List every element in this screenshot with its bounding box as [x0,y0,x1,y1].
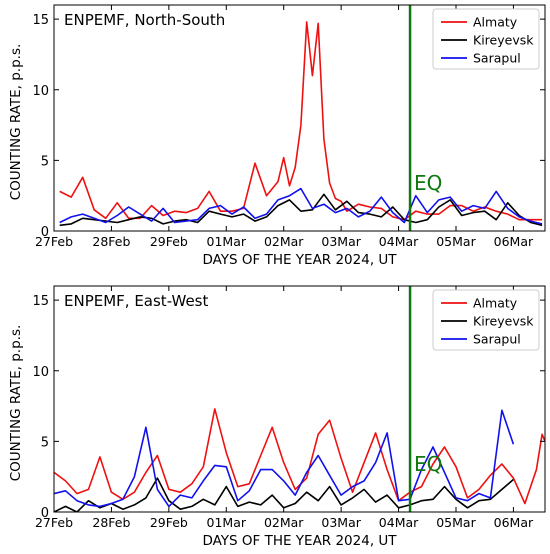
legend-label-kireyevsk: Kireyevsk [473,33,534,48]
x-tick-label: 05Mar [436,515,476,530]
eq-marker-label: EQ [414,171,442,195]
legend-box [432,8,540,70]
legend-label-sarapul: Sarapul [473,51,521,66]
x-tick-label: 27Feb [35,234,73,249]
x-tick-label: 03Mar [321,515,361,530]
x-tick-label: 28Feb [92,515,130,530]
series-line-almaty [59,21,543,221]
y-axis-label: COUNTING RATE, p.p.s. [8,44,24,201]
x-tick-label: 04Mar [379,234,419,249]
legend-label-kireyevsk: Kireyevsk [473,314,534,329]
series-line-kireyevsk [59,193,543,227]
y-tick-label: 15 [32,294,49,309]
series-group [59,21,543,227]
y-tick-label: 0 [41,506,49,521]
series-line-almaty [54,408,545,505]
x-tick-label: 04Mar [379,515,419,530]
x-tick-label: 01Mar [207,515,247,530]
y-tick-label: 5 [41,154,49,169]
legend: Almaty Kireyevsk Sarapul [432,8,540,70]
x-tick-label: 28Feb [92,234,130,249]
x-tick-label: 06Mar [494,234,534,249]
series-line-kireyevsk [54,477,514,512]
y-axis-label: COUNTING RATE, p.p.s. [8,325,24,482]
legend-label-almaty: Almaty [473,15,518,30]
plot-frame [53,4,546,232]
y-tick-label: 5 [41,435,49,450]
legend-label-sarapul: Sarapul [473,332,521,347]
series-line-sarapul [54,409,515,508]
plot-frame [53,285,546,513]
x-tick-label: 27Feb [35,515,73,530]
x-tick-label: 01Mar [207,234,247,249]
panel-east-west: EQ 0 5 10 15 27Feb 28Feb 29Feb 01Mar 02Mar 03Mar 04… [8,285,546,549]
x-tick-label: 29Feb [150,234,188,249]
eq-marker-label: EQ [414,452,442,476]
y-tick-label: 10 [32,365,49,380]
series-line-sarapul [59,187,543,225]
y-tick-label: 0 [41,225,49,240]
y-tick-label: 10 [32,84,49,99]
legend-label-almaty: Almaty [473,296,518,311]
panel-title: ENPEMF, East-West [64,292,208,310]
panel-north-south: EQ 0 5 10 15 27Feb 28Feb 29Feb 01Mar 02Mar 03Mar 04… [8,4,546,268]
x-tick-label: 02Mar [264,234,304,249]
x-tick-label: 03Mar [321,234,361,249]
y-tick-label: 15 [32,13,49,28]
x-axis-label: DAYS OF THE YEAR 2024, UT [202,252,397,268]
x-tick-label: 02Mar [264,515,304,530]
legend-box [432,289,540,351]
x-tick-label: 06Mar [494,515,534,530]
series-group [54,408,545,512]
legend: Almaty Kireyevsk Sarapul [432,289,540,351]
x-tick-label: 05Mar [436,234,476,249]
x-axis-label: DAYS OF THE YEAR 2024, UT [202,533,397,549]
panel-title: ENPEMF, North-South [64,11,225,29]
x-tick-label: 29Feb [150,515,188,530]
